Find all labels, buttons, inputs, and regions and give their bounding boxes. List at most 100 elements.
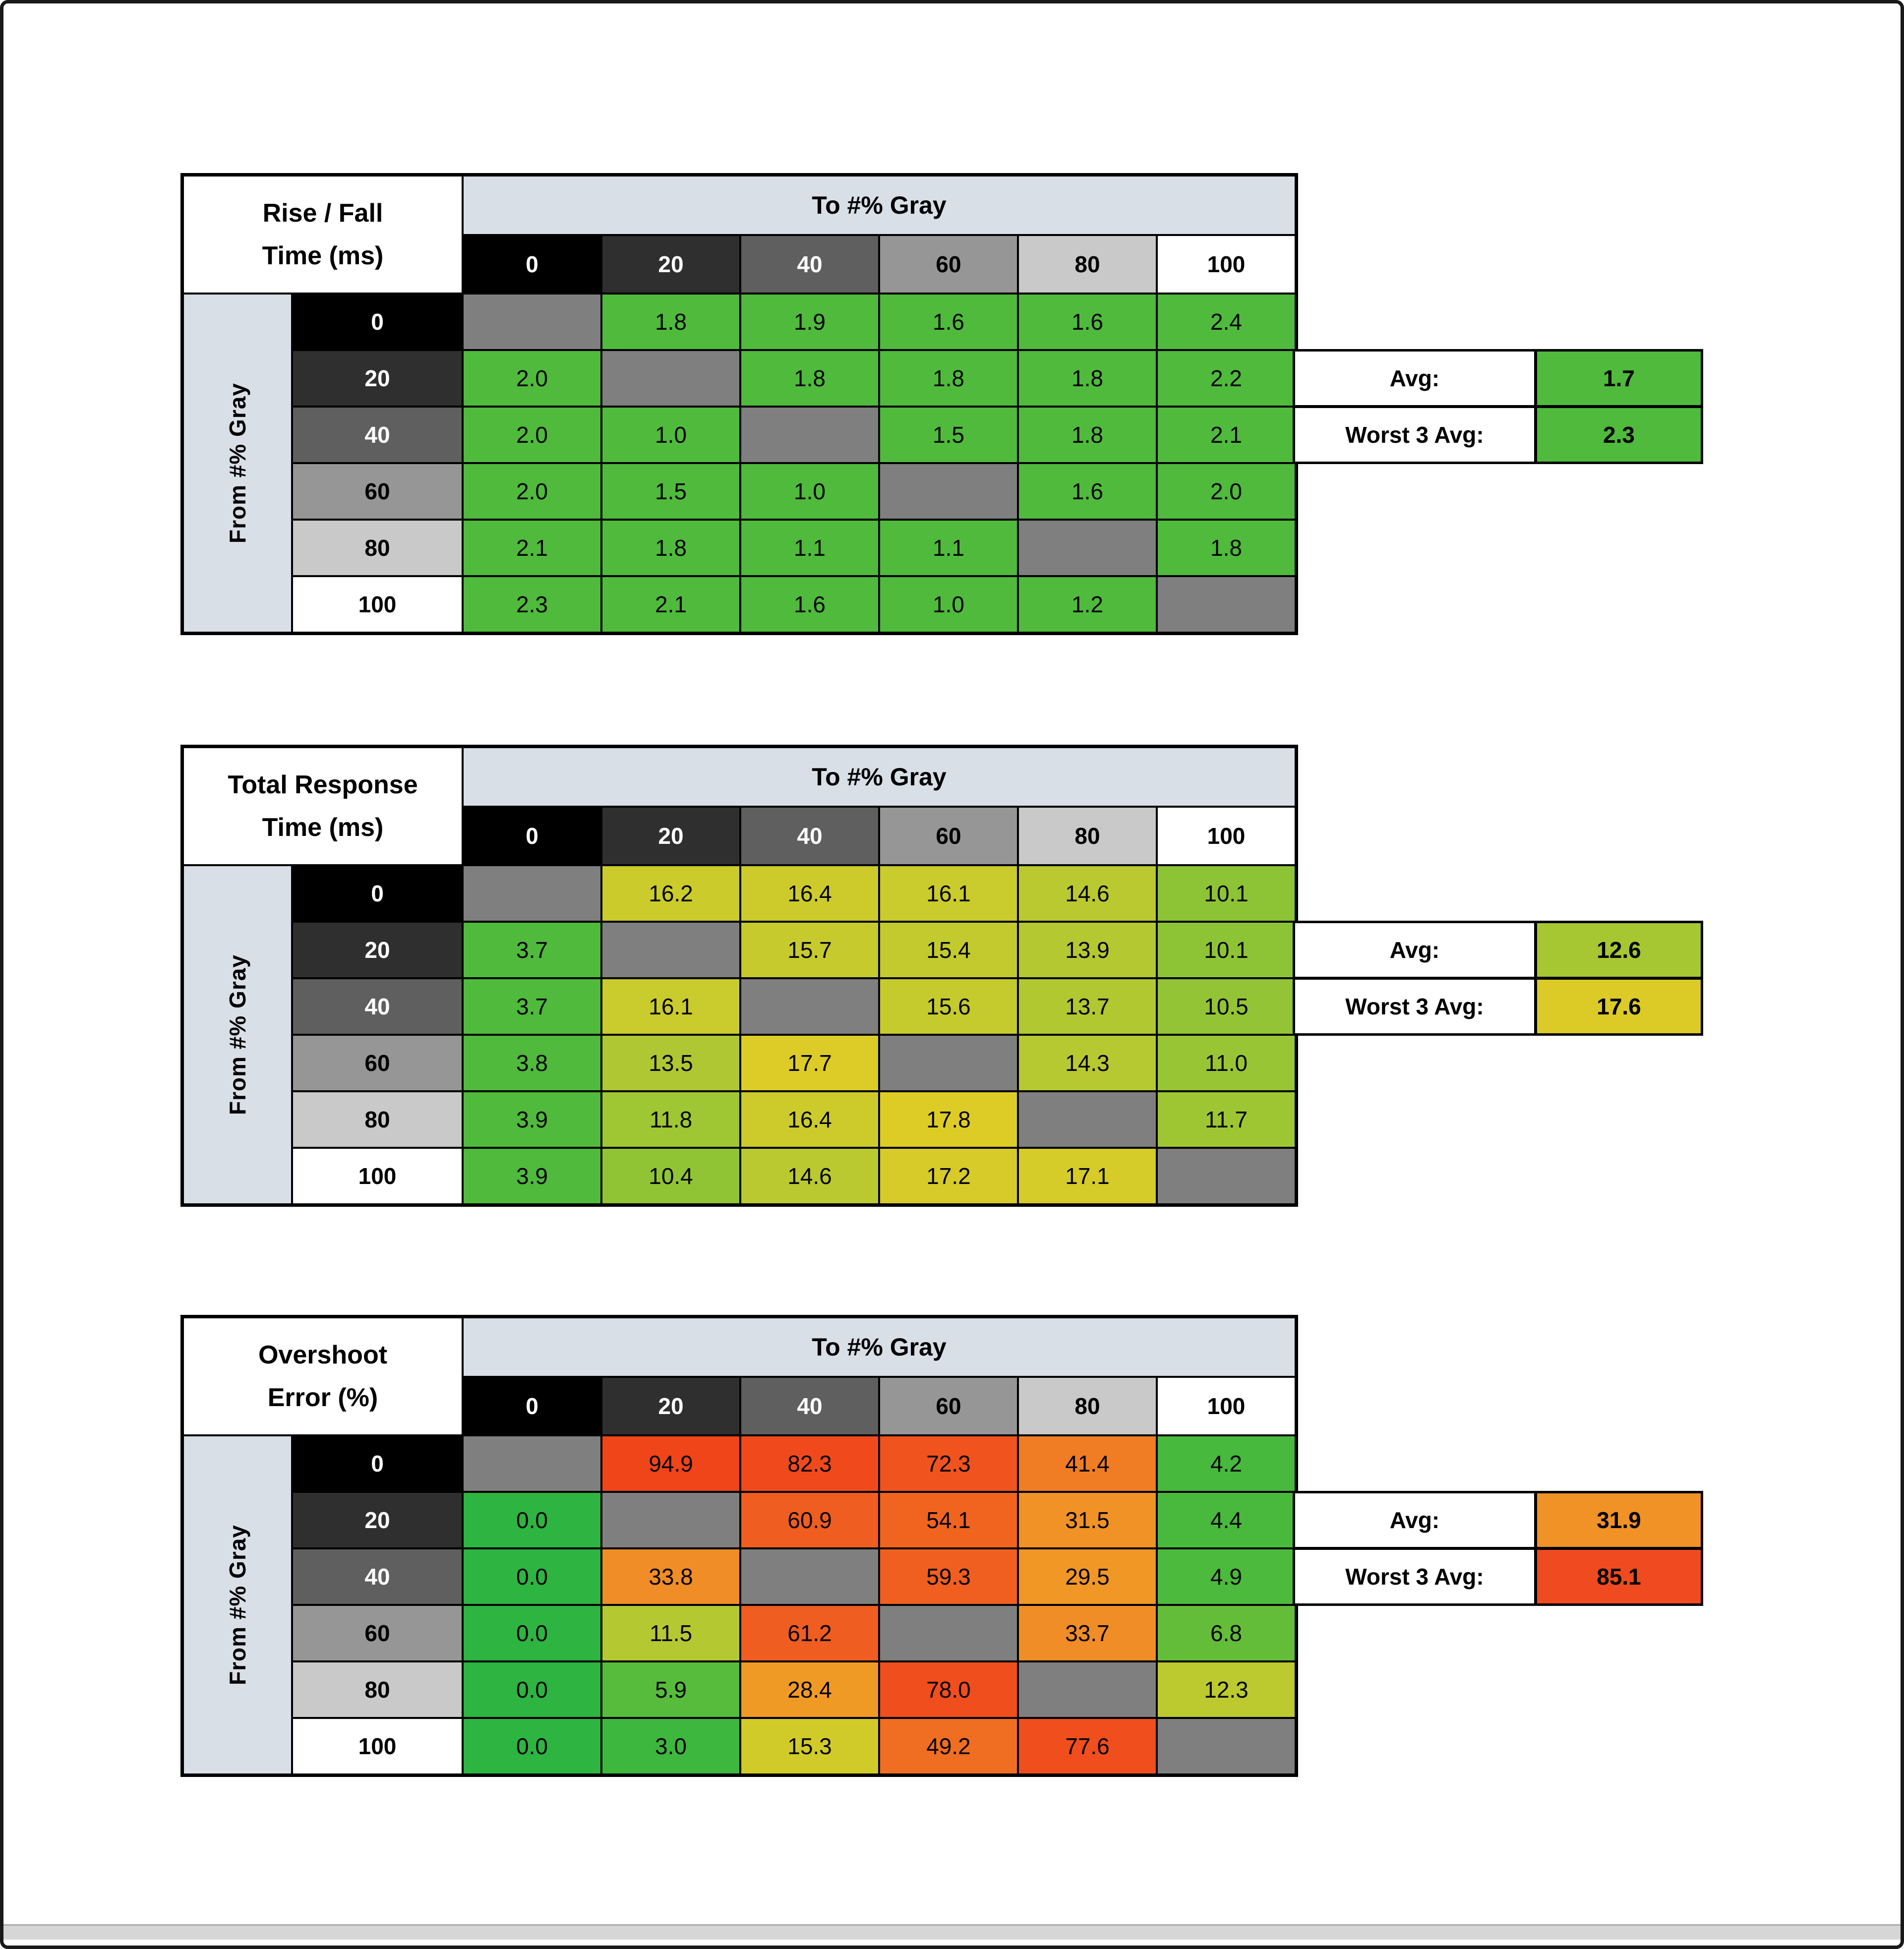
overshoot-error-cell-from20-to40: 60.9 <box>741 1493 878 1547</box>
heatmap-overshoot-error: Overshoot Error (%) To #% Gray 0 20 40 60 80 100… <box>180 1315 1703 1777</box>
overshoot-error-title: Overshoot Error (%) <box>184 1318 462 1434</box>
rise-fall-time-from-axis-label: From #% Gray <box>184 295 291 632</box>
rise-fall-time-cell-from20-to20-diagonal <box>602 351 739 406</box>
total-response-time-cell-from20-to40: 15.7 <box>741 923 878 977</box>
heatmap-rise-fall-time: Rise / Fall Time (ms) To #% Gray 0 20 40 60 80 1… <box>180 173 1703 635</box>
rise-fall-time-title: Rise / Fall Time (ms) <box>184 177 462 293</box>
overshoot-error-cell-from0-to40: 82.3 <box>741 1436 878 1491</box>
total-response-time-row-header-100: 100 <box>293 1149 462 1203</box>
rise-fall-time-grid: Rise / Fall Time (ms) To #% Gray 0 20 40 60 80 1… <box>180 173 1298 635</box>
rise-fall-time-title-line2: Time (ms) <box>262 241 384 270</box>
overshoot-error-from-axis-label: From #% Gray <box>184 1436 291 1773</box>
total-response-time-cell-from100-to80: 17.1 <box>1019 1149 1156 1203</box>
rise-fall-time-cell-from80-to80-diagonal <box>1019 521 1156 575</box>
overshoot-error-cell-from20-to20-diagonal <box>602 1493 739 1547</box>
total-response-time-avg-label: Avg: <box>1293 921 1537 979</box>
total-response-time-cell-from0-to60: 16.1 <box>880 866 1017 921</box>
rise-fall-time-row-header-20: 20 <box>293 351 462 406</box>
rise-fall-time-cell-from100-to40: 1.6 <box>741 577 878 632</box>
rise-fall-time-cell-from20-to80: 1.8 <box>1019 351 1156 406</box>
overshoot-error-cell-from40-to100: 4.9 <box>1158 1549 1295 1604</box>
overshoot-error-cell-from0-to20: 94.9 <box>602 1436 739 1491</box>
total-response-time-cell-from0-to80: 14.6 <box>1019 866 1156 921</box>
overshoot-error-cell-from40-to0: 0.0 <box>464 1549 600 1604</box>
total-response-time-cell-from60-to100: 11.0 <box>1158 1036 1295 1090</box>
rise-fall-time-row-header-80: 80 <box>293 521 462 575</box>
total-response-time-cell-from0-to40: 16.4 <box>741 866 878 921</box>
overshoot-error-cell-from60-to80: 33.7 <box>1019 1606 1156 1660</box>
total-response-time-cell-from40-to100: 10.5 <box>1158 979 1295 1034</box>
rise-fall-time-cell-from40-to60: 1.5 <box>880 408 1017 462</box>
overshoot-error-row-header-100: 100 <box>293 1719 462 1773</box>
total-response-time-cell-from0-to0-diagonal <box>464 866 600 921</box>
total-response-time-cell-from80-to20: 11.8 <box>602 1092 739 1147</box>
overshoot-error-cell-from60-to20: 11.5 <box>602 1606 739 1660</box>
rise-fall-time-cell-from60-to80: 1.6 <box>1019 464 1156 519</box>
total-response-time-cell-from60-to80: 14.3 <box>1019 1036 1156 1090</box>
rise-fall-time-cell-from20-to0: 2.0 <box>464 351 600 406</box>
total-response-time-cell-from100-to60: 17.2 <box>880 1149 1017 1203</box>
rise-fall-time-cell-from80-to20: 1.8 <box>602 521 739 575</box>
rise-fall-time-col-header-60: 60 <box>880 236 1017 293</box>
overshoot-error-row-header-0: 0 <box>293 1436 462 1491</box>
overshoot-error-cell-from100-to60: 49.2 <box>880 1719 1017 1773</box>
rise-fall-time-cell-from0-to60: 1.6 <box>880 295 1017 349</box>
overshoot-error-cell-from60-to60-diagonal <box>880 1606 1017 1660</box>
total-response-time-cell-from60-to0: 3.8 <box>464 1036 600 1090</box>
rise-fall-time-cell-from60-to0: 2.0 <box>464 464 600 519</box>
rise-fall-time-cell-from40-to40-diagonal <box>741 408 878 462</box>
total-response-time-cell-from80-to60: 17.8 <box>880 1092 1017 1147</box>
rise-fall-time-cell-from40-to100: 2.1 <box>1158 408 1295 462</box>
overshoot-error-cell-from100-to100-diagonal <box>1158 1719 1295 1773</box>
total-response-time-worst3avg-label: Worst 3 Avg: <box>1293 977 1537 1036</box>
rise-fall-time-col-header-20: 20 <box>602 236 739 293</box>
total-response-time-from-axis-label: From #% Gray <box>184 866 291 1203</box>
total-response-time-col-header-80: 80 <box>1019 808 1156 864</box>
overshoot-error-avg-label: Avg: <box>1293 1491 1537 1549</box>
overshoot-error-cell-from0-to0-diagonal <box>464 1436 600 1491</box>
overshoot-error-col-header-0: 0 <box>464 1378 600 1434</box>
total-response-time-cell-from20-to0: 3.7 <box>464 923 600 977</box>
overshoot-error-cell-from60-to100: 6.8 <box>1158 1606 1295 1660</box>
rise-fall-time-col-header-80: 80 <box>1019 236 1156 293</box>
overshoot-error-row-header-60: 60 <box>293 1606 462 1660</box>
total-response-time-cell-from40-to40-diagonal <box>741 979 878 1034</box>
total-response-time-col-header-0: 0 <box>464 808 600 864</box>
rise-fall-time-cell-from80-to40: 1.1 <box>741 521 878 575</box>
rise-fall-time-worst3avg-label: Worst 3 Avg: <box>1293 406 1537 464</box>
overshoot-error-cell-from20-to60: 54.1 <box>880 1493 1017 1547</box>
overshoot-error-cell-from80-to0: 0.0 <box>464 1662 600 1717</box>
rise-fall-time-cell-from60-to100: 2.0 <box>1158 464 1295 519</box>
rise-fall-time-cell-from80-to100: 1.8 <box>1158 521 1295 575</box>
total-response-time-cell-from100-to0: 3.9 <box>464 1149 600 1203</box>
overshoot-error-title-line1: Overshoot <box>258 1341 388 1369</box>
horizontal-scrollbar-track[interactable] <box>3 1924 1901 1940</box>
rise-fall-time-cell-from80-to0: 2.1 <box>464 521 600 575</box>
total-response-time-title: Total Response Time (ms) <box>184 748 462 864</box>
rise-fall-time-cell-from100-to0: 2.3 <box>464 577 600 632</box>
total-response-time-title-line2: Time (ms) <box>262 813 384 842</box>
total-response-time-cell-from100-to20: 10.4 <box>602 1149 739 1203</box>
overshoot-error-col-header-40: 40 <box>741 1378 878 1434</box>
overshoot-error-cell-from100-to20: 3.0 <box>602 1719 739 1773</box>
overshoot-error-cell-from0-to80: 41.4 <box>1019 1436 1156 1491</box>
total-response-time-cell-from20-to100: 10.1 <box>1158 923 1295 977</box>
total-response-time-row-header-20: 20 <box>293 923 462 977</box>
total-response-time-to-axis-label: To #% Gray <box>464 748 1295 806</box>
overshoot-error-cell-from100-to40: 15.3 <box>741 1719 878 1773</box>
heatmap-total-response-time: Total Response Time (ms) To #% Gray 0 20 40 60… <box>180 745 1703 1207</box>
rise-fall-time-worst3avg-value: 2.3 <box>1535 406 1703 464</box>
total-response-time-row-header-80: 80 <box>293 1092 462 1147</box>
rise-fall-time-col-header-40: 40 <box>741 236 878 293</box>
overshoot-error-cell-from0-to60: 72.3 <box>880 1436 1017 1491</box>
overshoot-error-grid: Overshoot Error (%) To #% Gray 0 20 40 60 80 100… <box>180 1315 1298 1777</box>
total-response-time-cell-from80-to100: 11.7 <box>1158 1092 1295 1147</box>
rise-fall-time-row-header-60: 60 <box>293 464 462 519</box>
total-response-time-row-header-60: 60 <box>293 1036 462 1090</box>
total-response-time-cell-from60-to40: 17.7 <box>741 1036 878 1090</box>
rise-fall-time-row-header-100: 100 <box>293 577 462 632</box>
rise-fall-time-cell-from0-to100: 2.4 <box>1158 295 1295 349</box>
total-response-time-cell-from40-to20: 16.1 <box>602 979 739 1034</box>
total-response-time-cell-from20-to80: 13.9 <box>1019 923 1156 977</box>
rise-fall-time-cell-from40-to0: 2.0 <box>464 408 600 462</box>
